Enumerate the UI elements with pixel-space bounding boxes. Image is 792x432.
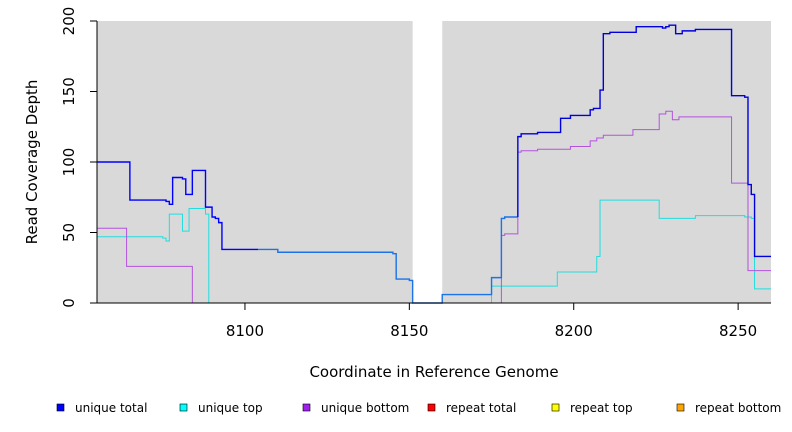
legend-label-unique-total: unique total bbox=[75, 401, 147, 415]
x-tick-label-8200: 8200 bbox=[555, 322, 593, 340]
legend-label-unique-bottom: unique bottom bbox=[321, 401, 409, 415]
legend-label-repeat-bottom: repeat bottom bbox=[695, 401, 781, 415]
x-tick-label-8100: 8100 bbox=[226, 322, 264, 340]
legend-swatch-unique-total bbox=[56, 403, 65, 412]
axes: 0 50 100 150 200 8100 8150 8200 8250 bbox=[60, 7, 771, 340]
x-axis-label: Coordinate in Reference Genome bbox=[309, 363, 558, 381]
legend-swatch-repeat-bottom bbox=[676, 403, 685, 412]
legend-label-repeat-top: repeat top bbox=[570, 401, 633, 415]
legend-swatch-unique-bottom bbox=[302, 403, 311, 412]
gap-region-0 bbox=[412, 21, 443, 303]
series-line-unique-total-0 bbox=[97, 161, 259, 251]
legend-label-unique-top: unique top bbox=[198, 401, 263, 415]
y-tick-label-100: 100 bbox=[60, 148, 78, 177]
series-line-unique-total-1 bbox=[258, 216, 518, 304]
plot-background bbox=[97, 21, 771, 303]
y-axis-label: Read Coverage Depth bbox=[23, 80, 41, 245]
y-tick-label-0: 0 bbox=[60, 298, 78, 308]
x-tick-label-8250: 8250 bbox=[719, 322, 757, 340]
series-line-unique-bottom-4 bbox=[97, 110, 771, 304]
legend-swatch-repeat-total bbox=[427, 403, 436, 412]
series-line-unique-total-2 bbox=[517, 24, 771, 258]
legend: unique total unique top unique bottom repea… bbox=[56, 401, 781, 415]
y-tick-label-200: 200 bbox=[60, 7, 78, 36]
legend-swatch-unique-top bbox=[179, 403, 188, 412]
legend-label-repeat-total: repeat total bbox=[446, 401, 516, 415]
x-tick-label-8150: 8150 bbox=[390, 322, 428, 340]
y-tick-label-50: 50 bbox=[60, 223, 78, 242]
legend-swatch-repeat-top bbox=[551, 403, 560, 412]
y-tick-label-150: 150 bbox=[60, 77, 78, 106]
